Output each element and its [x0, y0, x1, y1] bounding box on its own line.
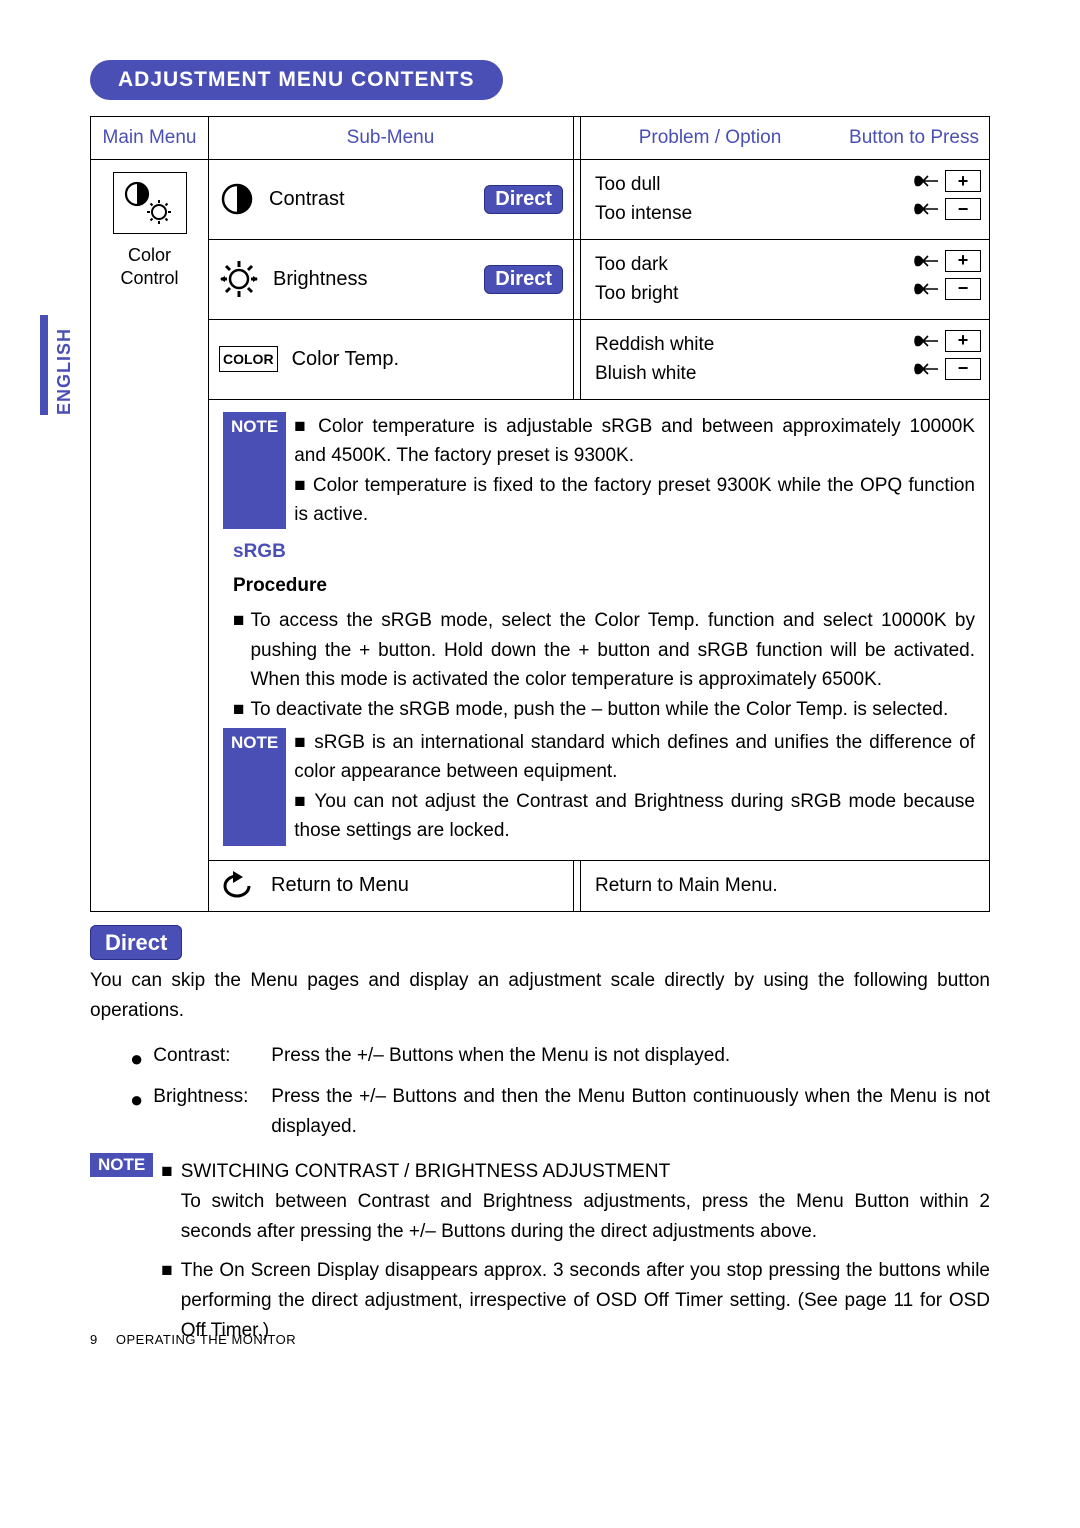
submenu-return: Return to Menu — [271, 874, 563, 897]
press-plus: + — [913, 250, 981, 272]
minus-button-icon: − — [945, 358, 981, 380]
note-tag: NOTE — [223, 412, 286, 530]
return-desc: Return to Main Menu. — [581, 861, 989, 911]
problem-text: Reddish white — [595, 330, 851, 359]
minus-button-icon: − — [945, 198, 981, 220]
submenu-contrast: Contrast — [269, 188, 470, 211]
main-menu-cell: Color Control — [91, 160, 209, 911]
direct-bullet-label: Brightness: — [153, 1082, 271, 1143]
press-minus: − — [913, 198, 981, 220]
hand-left-icon — [913, 171, 939, 191]
th-problem: Problem / Option — [581, 117, 839, 159]
footer-text: OPERATING THE MONITOR — [116, 1332, 296, 1347]
submenu-brightness: Brightness — [273, 268, 470, 291]
plus-button-icon: + — [945, 330, 981, 352]
return-icon — [219, 871, 257, 901]
direct-section-badge: Direct — [90, 925, 182, 960]
note3-body: To switch between Contrast and Brightnes… — [181, 1187, 990, 1248]
hand-left-icon — [913, 251, 939, 271]
press-plus: + — [913, 330, 981, 352]
hand-left-icon — [913, 359, 939, 379]
color-temp-icon: COLOR — [219, 346, 278, 372]
language-tab: ENGLISH — [40, 315, 75, 415]
minus-button-icon: − — [945, 278, 981, 300]
th-main-menu: Main Menu — [91, 117, 209, 159]
problem-text: Too dark — [595, 250, 851, 279]
srgb-label: sRGB — [233, 537, 975, 566]
hand-left-icon — [913, 279, 939, 299]
color-control-icon — [113, 172, 187, 234]
press-minus: − — [913, 358, 981, 380]
submenu-color-temp: Color Temp. — [292, 348, 563, 371]
direct-badge: Direct — [484, 265, 563, 294]
press-minus: − — [913, 278, 981, 300]
plus-button-icon: + — [945, 250, 981, 272]
adjustment-table: Main Menu Sub-Menu Problem / Option Butt… — [90, 116, 990, 912]
hand-left-icon — [913, 331, 939, 351]
brightness-icon — [219, 259, 259, 299]
note-tag: NOTE — [223, 728, 286, 846]
direct-badge: Direct — [484, 185, 563, 214]
problem-text: Too dull — [595, 170, 851, 199]
main-menu-label: Color Control — [95, 244, 204, 289]
contrast-icon — [219, 181, 255, 217]
hand-left-icon — [913, 199, 939, 219]
plus-button-icon: + — [945, 170, 981, 192]
direct-bullet-text: Press the +/– Buttons when the Menu is n… — [271, 1041, 990, 1076]
note-item: sRGB is an international standard which … — [294, 728, 975, 787]
problem-text: Too intense — [595, 199, 851, 228]
note3-title: SWITCHING CONTRAST / BRIGHTNESS ADJUSTME… — [181, 1157, 990, 1187]
problem-text: Too bright — [595, 279, 851, 308]
page-number: 9 — [90, 1332, 98, 1347]
note-tag: NOTE — [90, 1153, 153, 1177]
note3-item2: The On Screen Display disappears approx.… — [181, 1256, 990, 1347]
th-button: Button to Press — [839, 117, 989, 159]
section-header: ADJUSTMENT MENU CONTENTS — [90, 60, 503, 100]
problem-text: Bluish white — [595, 359, 851, 388]
page-footer: 9 OPERATING THE MONITOR — [90, 1332, 296, 1347]
procedure-item: To access the sRGB mode, select the Colo… — [250, 606, 975, 694]
direct-intro: You can skip the Menu pages and display … — [90, 966, 990, 1027]
th-sub-menu: Sub-Menu — [209, 117, 573, 159]
procedure-item: To deactivate the sRGB mode, push the – … — [250, 695, 975, 724]
note-block: NOTE Color temperature is adjustable sRG… — [209, 400, 989, 861]
procedure-label: Procedure — [233, 571, 975, 600]
press-plus: + — [913, 170, 981, 192]
direct-bullet-label: Contrast: — [153, 1041, 271, 1076]
direct-bullet-text: Press the +/– Buttons and then the Menu … — [271, 1082, 990, 1143]
note-item: You can not adjust the Contrast and Brig… — [294, 787, 975, 846]
note-item: Color temperature is adjustable sRGB and… — [294, 412, 975, 471]
note-item: Color temperature is fixed to the factor… — [294, 471, 975, 530]
